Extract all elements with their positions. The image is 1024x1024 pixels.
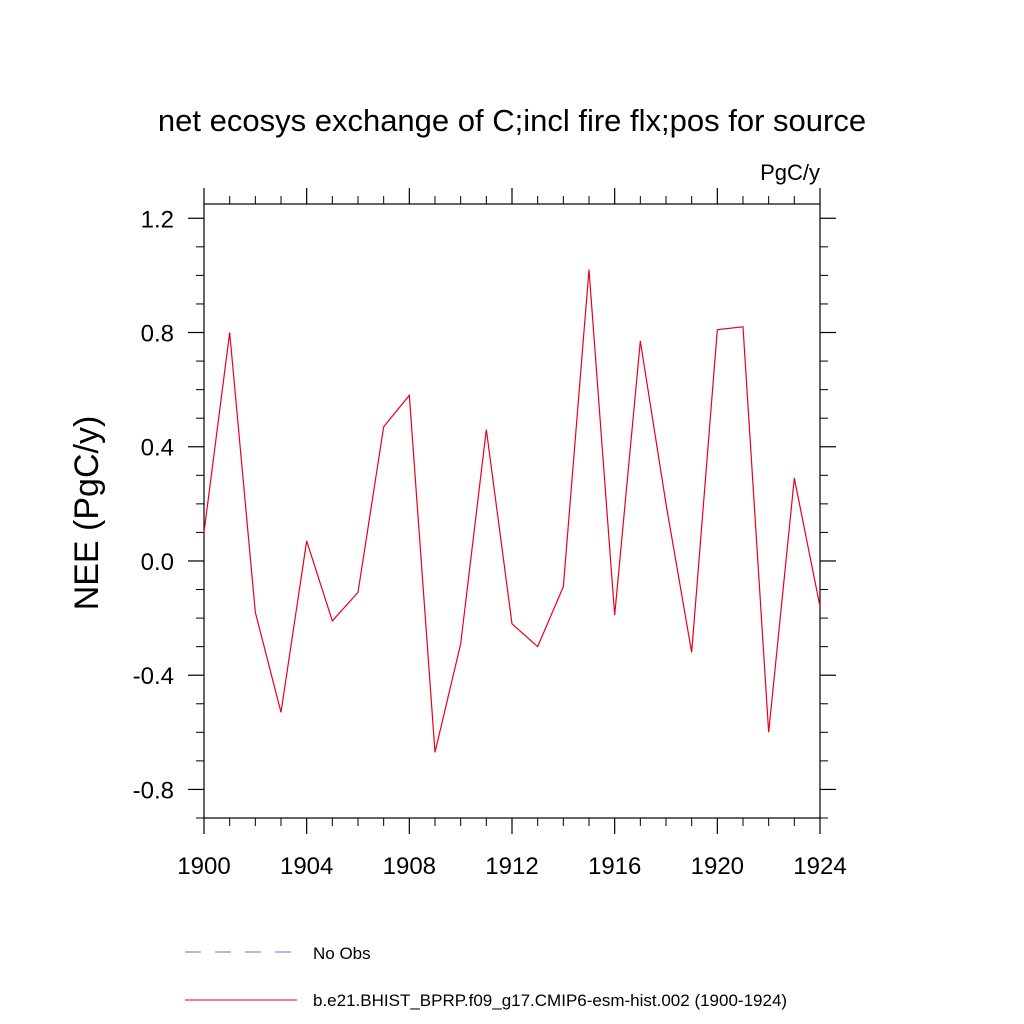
- series-lines: [203, 269, 821, 753]
- x-tick-label: 1920: [691, 853, 744, 880]
- legend: No Obs b.e21.BHIST_BPRP.f09_g17.CMIP6-es…: [185, 944, 787, 1010]
- units-label: PgC/y: [760, 160, 820, 185]
- chart-title: net ecosys exchange of C;incl fire flx;p…: [158, 103, 866, 138]
- axis-ticks: [188, 188, 836, 834]
- x-tick-label: 1924: [793, 853, 846, 880]
- legend-label-no-obs: No Obs: [313, 944, 371, 963]
- x-tick-label: 1904: [280, 853, 333, 880]
- x-tick-label: 1900: [177, 853, 230, 880]
- axis-tick-labels: 1900 1904 1908 1912 1916 1920 1924 -0.8 -0.4 0.0 0…: [133, 206, 847, 880]
- y-tick-label: 0.8: [141, 321, 174, 348]
- x-tick-label: 1912: [485, 853, 538, 880]
- x-tick-label: 1916: [588, 853, 641, 880]
- plot-frame: [203, 203, 821, 819]
- y-tick-label: 0.4: [141, 435, 174, 462]
- legend-label-model-run: b.e21.BHIST_BPRP.f09_g17.CMIP6-esm-hist.…: [313, 991, 787, 1010]
- series-line-1: [203, 269, 821, 753]
- y-tick-label: -0.4: [133, 663, 174, 690]
- x-tick-label: 1908: [383, 853, 436, 880]
- y-tick-label: 0.0: [141, 549, 174, 576]
- y-axis-label: NEE (PgC/y): [68, 416, 106, 611]
- y-tick-label: -0.8: [133, 777, 174, 804]
- y-tick-label: 1.2: [141, 206, 174, 233]
